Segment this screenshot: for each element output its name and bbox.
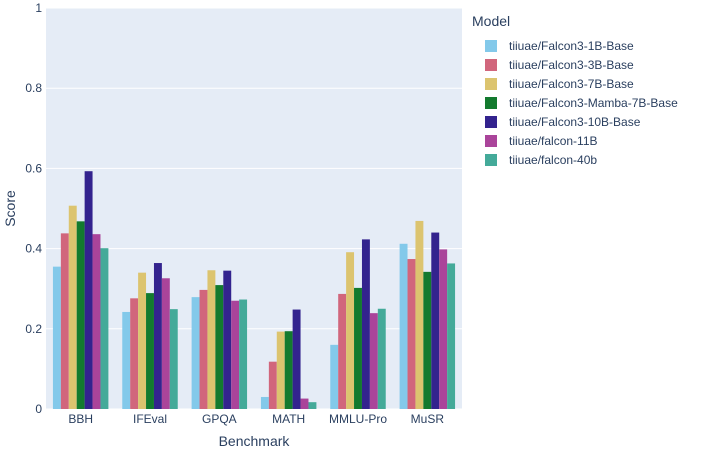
bar [447,263,456,409]
bar [300,398,309,409]
bar [308,402,317,409]
y-tick-label: 0.2 [25,322,42,336]
legend-item[interactable]: tiiuae/falcon-11B [472,131,678,150]
x-tick-label: MMLU-Pro [329,412,387,426]
legend-label: tiiuae/falcon-11B [509,133,598,148]
y-tick-labels: 0 0.2 0.4 0.6 0.8 1 [25,1,42,416]
legend-item[interactable]: tiiuae/Falcon3-3B-Base [472,55,678,74]
legend-item[interactable]: tiiuae/Falcon3-1B-Base [472,36,678,55]
bar [407,259,416,409]
bar [76,221,85,409]
legend-item[interactable]: tiiuae/Falcon3-7B-Base [472,74,678,93]
bar [146,293,154,409]
legend-label: tiiuae/Falcon3-7B-Base [509,76,634,91]
bar [361,239,370,409]
legend: Model tiiuae/Falcon3-1B-Base tiiuae/Falco… [472,10,678,169]
legend-swatch [485,58,497,71]
gridlines [46,7,462,410]
bar [92,234,101,409]
y-tick-label: 0.6 [25,161,42,175]
bar [223,270,232,409]
bar [439,249,448,409]
bar [161,278,170,409]
legend-swatch [485,153,497,166]
bar [130,298,139,409]
legend-swatch [485,96,497,109]
bar [346,252,355,409]
legend-title: Model [472,13,511,29]
bar [330,344,339,409]
bar [138,272,147,409]
x-tick-label: BBH [68,412,93,426]
bar [191,297,200,409]
bar [153,263,162,409]
bar [260,396,269,409]
legend-swatch [485,77,497,90]
bar [231,300,240,409]
legend-item[interactable]: tiiuae/Falcon3-Mamba-7B-Base [472,93,678,112]
bar [431,232,440,409]
bar [377,308,386,409]
bar [354,287,362,409]
bar [369,313,378,409]
legend-swatch [485,115,497,128]
legend-swatch [485,134,497,147]
x-tick-label: GPQA [202,412,237,426]
bar [284,331,293,409]
plot-background [46,8,462,409]
x-tick-label: MATH [272,412,305,426]
bars [52,171,456,409]
bar [415,220,424,409]
bar [423,271,432,409]
legend-label: tiiuae/Falcon3-Mamba-7B-Base [509,95,678,110]
bar [207,270,216,409]
x-axis-title: Benchmark [219,433,291,449]
x-tick-label: MuSR [411,412,445,426]
bar [52,266,61,409]
bar [169,309,178,409]
bar [276,331,285,409]
legend-item[interactable]: tiiuae/Falcon3-10B-Base [472,112,678,131]
legend-label: tiiuae/Falcon3-10B-Base [509,114,641,129]
bar [399,243,408,409]
x-tick-labels: BBH IFEval GPQA MATH MMLU-Pro MuSR [68,412,444,426]
y-tick-label: 0.4 [25,242,42,256]
legend-item[interactable]: tiiuae/falcon-40b [472,150,678,169]
bar [268,361,277,409]
bar [68,205,77,409]
y-tick-label: 0 [35,402,42,416]
bar [239,299,248,409]
bar [338,293,347,409]
legend-swatch [485,39,497,52]
y-tick-label: 0.8 [25,81,42,95]
legend-label: tiiuae/falcon-40b [509,152,598,167]
legend-label: tiiuae/Falcon3-3B-Base [509,57,634,72]
bar [199,289,208,409]
legend-items: tiiuae/Falcon3-1B-Base tiiuae/Falcon3-3B-… [472,36,678,169]
bar [84,171,93,409]
bar [60,233,69,409]
bar [215,285,224,409]
bar [292,309,301,409]
bar [122,311,131,409]
x-tick-label: IFEval [133,412,167,426]
bar [100,248,109,409]
y-axis-title: Score [2,190,18,227]
legend-label: tiiuae/Falcon3-1B-Base [509,38,634,53]
y-tick-label: 1 [35,1,42,15]
